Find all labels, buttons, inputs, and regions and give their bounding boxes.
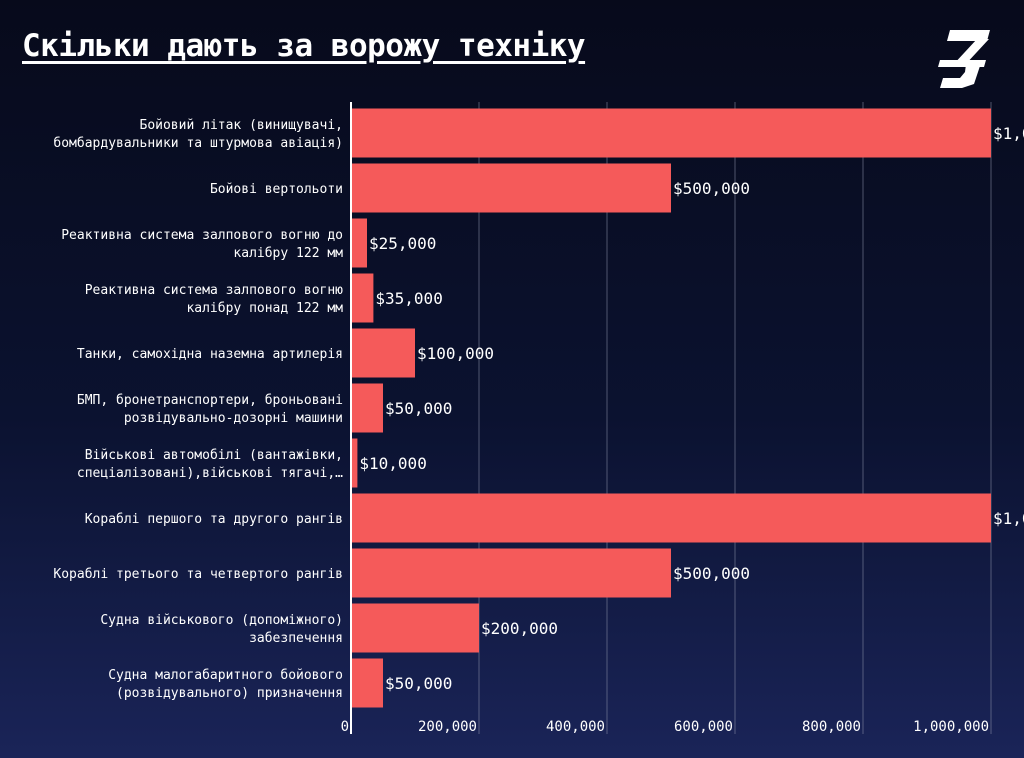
category-label: БМП, бронетранспортери, броньовані розвід… [77,393,343,426]
bar [351,438,358,488]
x-tick-label: 400,000 [546,719,605,735]
x-tick-label: 200,000 [418,719,477,735]
bar [351,163,671,213]
category-label: Реактивна система залпового вогню до калі… [61,228,343,261]
bar [351,493,991,543]
category-label: Бойовий літак (винищувачі, бомбардувальни… [53,118,343,151]
category-label: Військові автомобілі (вантажівки, спеціал… [77,448,343,481]
x-tick-label: 0 [341,719,349,735]
category-label: Кораблі третього та четвертого рангів [53,567,343,582]
x-tick-label: 1,000,000 [913,719,989,735]
bar [351,108,991,158]
category-label: Бойові вертольоти [210,182,343,197]
bar [351,383,383,433]
category-label: Кораблі першого та другого рангів [85,512,343,527]
data-label: $200,000 [481,619,558,638]
data-label: $1,000,000 [993,124,1024,143]
logo-lower-curve [940,64,980,88]
category-label: Танки, самохідна наземна артилерія [77,347,343,362]
data-label: $500,000 [673,179,750,198]
data-label: $25,000 [369,234,436,253]
bar [351,218,367,268]
category-label: Судна військового (допоміжного) забезпече… [100,613,343,646]
logo-diagonal-stroke [952,39,989,66]
data-label: $500,000 [673,564,750,583]
category-label: Судна малогабаритного бойового (розвідува… [108,668,343,701]
page-title: Скільки дають за ворожу техніку [22,28,586,64]
x-tick-label: 800,000 [802,719,861,735]
bar [351,273,374,323]
category-label: Реактивна система залпового вогню калібру… [85,283,343,316]
data-label: $50,000 [385,399,452,418]
brand-logo-icon [938,30,990,88]
data-label: $35,000 [375,289,442,308]
bar [351,603,479,653]
data-label: $100,000 [417,344,494,363]
logo-top-stroke [947,30,990,41]
bar [351,328,415,378]
x-tick-label: 600,000 [674,719,733,735]
bar [351,658,383,708]
data-label: $10,000 [359,454,426,473]
data-label: $1,000,000 [993,509,1024,528]
bar [351,548,671,598]
data-label: $50,000 [385,674,452,693]
